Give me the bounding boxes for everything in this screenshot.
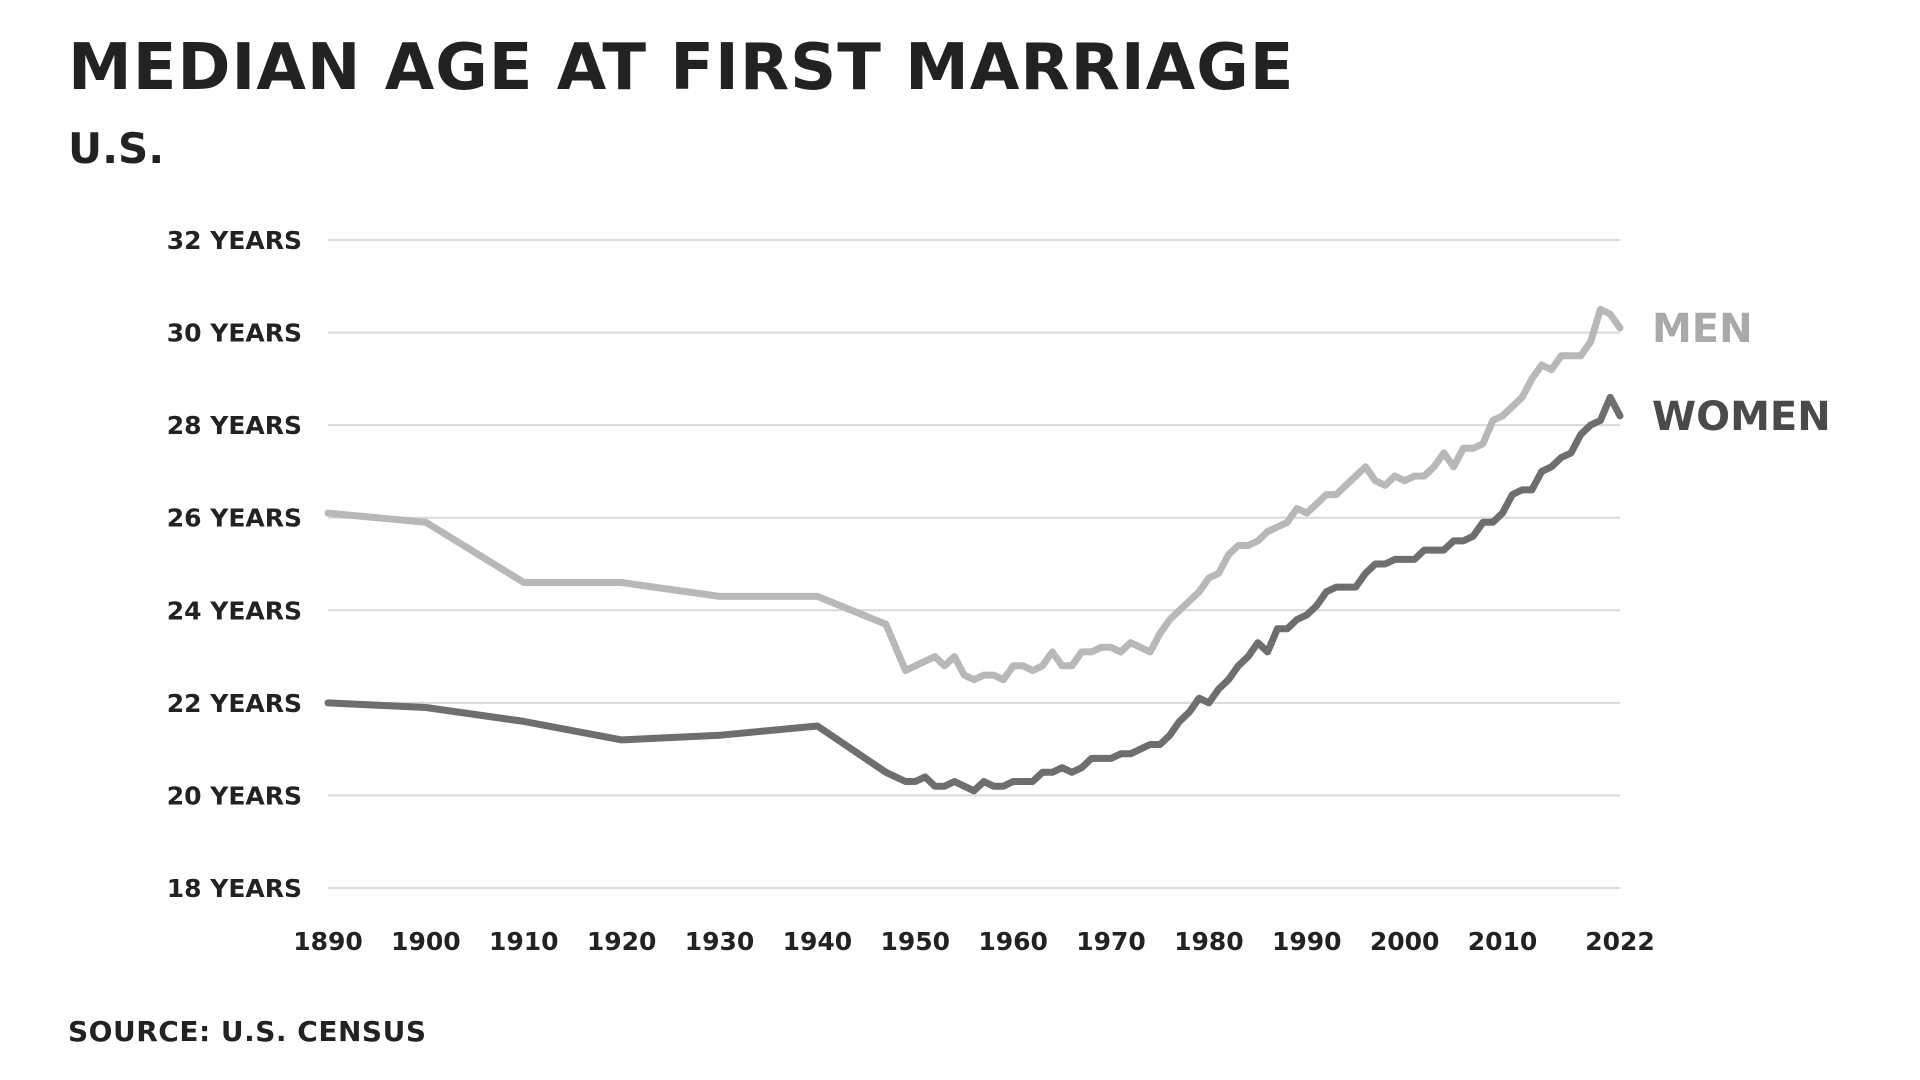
chart-subtitle: U.S. — [68, 124, 165, 173]
x-tick-label: 1960 — [978, 927, 1048, 956]
y-tick-label: 18 YEARS — [167, 874, 302, 903]
source-note: SOURCE: U.S. CENSUS — [68, 1015, 427, 1048]
x-tick-label: 1980 — [1174, 927, 1244, 956]
y-axis-tick-labels: 32 YEARS 30 YEARS 28 YEARS 26 YEARS 24 YEARS… — [167, 226, 302, 903]
men-series-label: MEN — [1652, 306, 1753, 352]
women-series-label: WOMEN — [1652, 394, 1831, 440]
men-series-line — [324, 305, 1624, 684]
x-tick-label: 1910 — [489, 927, 559, 956]
y-tick-label: 32 YEARS — [167, 226, 302, 255]
x-tick-label: 1970 — [1076, 927, 1146, 956]
x-tick-label: 2022 — [1585, 927, 1655, 956]
y-tick-label: 26 YEARS — [167, 504, 302, 533]
x-tick-label: 1930 — [685, 927, 755, 956]
women-series-line — [324, 393, 1624, 795]
x-tick-label: 1920 — [587, 927, 657, 956]
x-tick-label: 1990 — [1272, 927, 1342, 956]
y-tick-label: 24 YEARS — [167, 596, 302, 625]
x-axis-tick-labels: 1890 1900 1910 1920 1930 1940 1950 1960 1970 1980… — [293, 927, 1655, 956]
y-tick-label: 28 YEARS — [167, 411, 302, 440]
x-tick-label: 1890 — [293, 927, 363, 956]
grid-lines — [328, 239, 1620, 889]
series-lines — [324, 305, 1624, 795]
chart-title: MEDIAN AGE AT FIRST MARRIAGE — [68, 31, 1295, 105]
series-labels: MEN WOMEN — [1652, 306, 1831, 440]
x-tick-label: 2010 — [1468, 927, 1538, 956]
y-tick-label: 22 YEARS — [167, 689, 302, 718]
y-tick-label: 30 YEARS — [167, 319, 302, 348]
y-tick-label: 20 YEARS — [167, 781, 302, 810]
x-tick-label: 1950 — [880, 927, 950, 956]
x-tick-label: 1940 — [783, 927, 853, 956]
x-tick-label: 1900 — [391, 927, 461, 956]
x-tick-label: 2000 — [1370, 927, 1440, 956]
